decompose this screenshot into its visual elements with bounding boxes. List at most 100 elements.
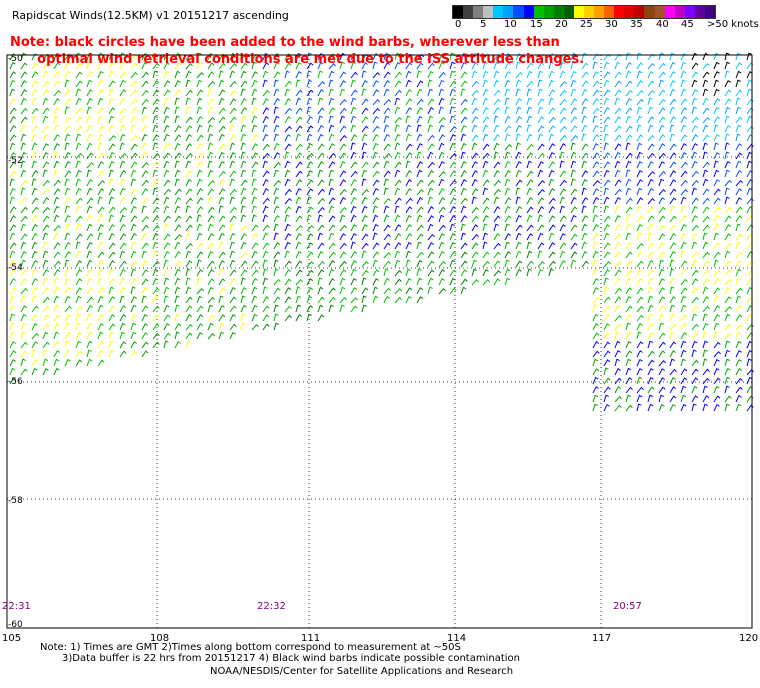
wind-barb [625, 97, 632, 106]
wind-barb [97, 206, 105, 214]
wind-barb [328, 287, 336, 295]
wind-barb [163, 188, 171, 196]
wind-barb [174, 251, 181, 259]
wind-barb [482, 268, 489, 277]
wind-barb [317, 179, 325, 187]
wind-barb [735, 179, 743, 187]
wind-barb [317, 197, 325, 205]
wind-barb [251, 115, 258, 124]
wind-barb [460, 80, 468, 88]
wind-barb [449, 152, 457, 160]
wind-barb [713, 314, 721, 322]
wind-barb [229, 232, 236, 241]
wind-barb [229, 170, 237, 178]
wind-barb [427, 242, 434, 250]
wind-barb [449, 70, 455, 79]
wind-barb [713, 151, 720, 160]
wind-barb [108, 314, 116, 322]
wind-barb [658, 403, 665, 412]
wind-barb [207, 332, 215, 340]
wind-barb [163, 152, 171, 160]
colorbar-swatch [453, 6, 464, 18]
wind-barb [647, 160, 654, 169]
wind-barb [669, 52, 675, 61]
wind-barb [207, 71, 215, 79]
wind-barb [229, 305, 237, 313]
wind-barb [680, 332, 687, 340]
wind-barb [548, 133, 555, 142]
wind-barb [548, 215, 556, 223]
wind-barb [427, 277, 434, 286]
wind-barb [185, 215, 193, 223]
wind-barb [295, 152, 303, 160]
wind-barb [449, 241, 456, 250]
wind-barb [42, 215, 50, 223]
wind-barb [471, 161, 478, 169]
wind-barb [383, 71, 391, 79]
wind-barb [53, 232, 60, 241]
wind-barb [119, 97, 126, 106]
wind-barb [361, 178, 367, 187]
wind-barb [449, 197, 457, 205]
wind-barb [735, 386, 743, 394]
wind-barb [724, 61, 731, 70]
wind-barb [350, 115, 357, 124]
wind-barb [97, 341, 105, 349]
wind-barb [603, 79, 610, 88]
wind-barb [614, 314, 622, 322]
wind-barb [174, 106, 180, 115]
wind-barb [9, 313, 15, 322]
wind-barb [273, 322, 279, 331]
wind-barb [20, 89, 28, 97]
wind-barb [317, 89, 324, 97]
wind-barb [383, 52, 390, 61]
wind-barb [251, 214, 257, 223]
wind-barb [504, 71, 511, 79]
wind-barb [295, 161, 303, 169]
wind-barb [284, 223, 291, 232]
wind-barb [361, 304, 367, 313]
wind-barb [691, 332, 699, 340]
wind-barb [328, 88, 334, 97]
wind-barb [152, 260, 160, 268]
wind-barb [350, 268, 357, 277]
wind-barb [680, 268, 687, 277]
wind-barb [251, 232, 258, 241]
wind-barb [669, 350, 676, 358]
wind-barb [493, 223, 499, 232]
colorbar-swatch [473, 6, 484, 18]
wind-barb [108, 188, 116, 196]
wind-barb [537, 62, 545, 70]
wind-barb [119, 187, 126, 196]
wind-barb [240, 260, 248, 268]
wind-barb [317, 296, 325, 304]
wind-barb [350, 106, 357, 115]
wind-barb [493, 61, 500, 70]
wind-barb [295, 179, 303, 187]
wind-barb [724, 206, 732, 214]
wind-barb [482, 152, 490, 160]
wind-barb [295, 314, 302, 322]
wind-barb [625, 404, 633, 412]
wind-barb [295, 215, 303, 223]
wind-barb [361, 214, 368, 223]
wind-barb [284, 178, 291, 187]
wind-barb [713, 214, 720, 223]
wind-barb [42, 143, 49, 151]
wind-barb [295, 304, 301, 313]
wind-barb [724, 395, 732, 403]
wind-barb [669, 376, 676, 385]
wind-barb [42, 161, 50, 169]
wind-barb [42, 169, 48, 178]
wind-barb [207, 322, 214, 331]
wind-barb [669, 224, 677, 232]
wind-barb [570, 70, 577, 79]
wind-barb [185, 242, 193, 250]
wind-barb [647, 277, 654, 286]
wind-barb [196, 287, 204, 295]
wind-barb [75, 178, 82, 187]
wind-barb [361, 70, 367, 79]
wind-barb [515, 260, 523, 268]
wind-barb [647, 313, 654, 322]
wind-barb [526, 206, 534, 214]
